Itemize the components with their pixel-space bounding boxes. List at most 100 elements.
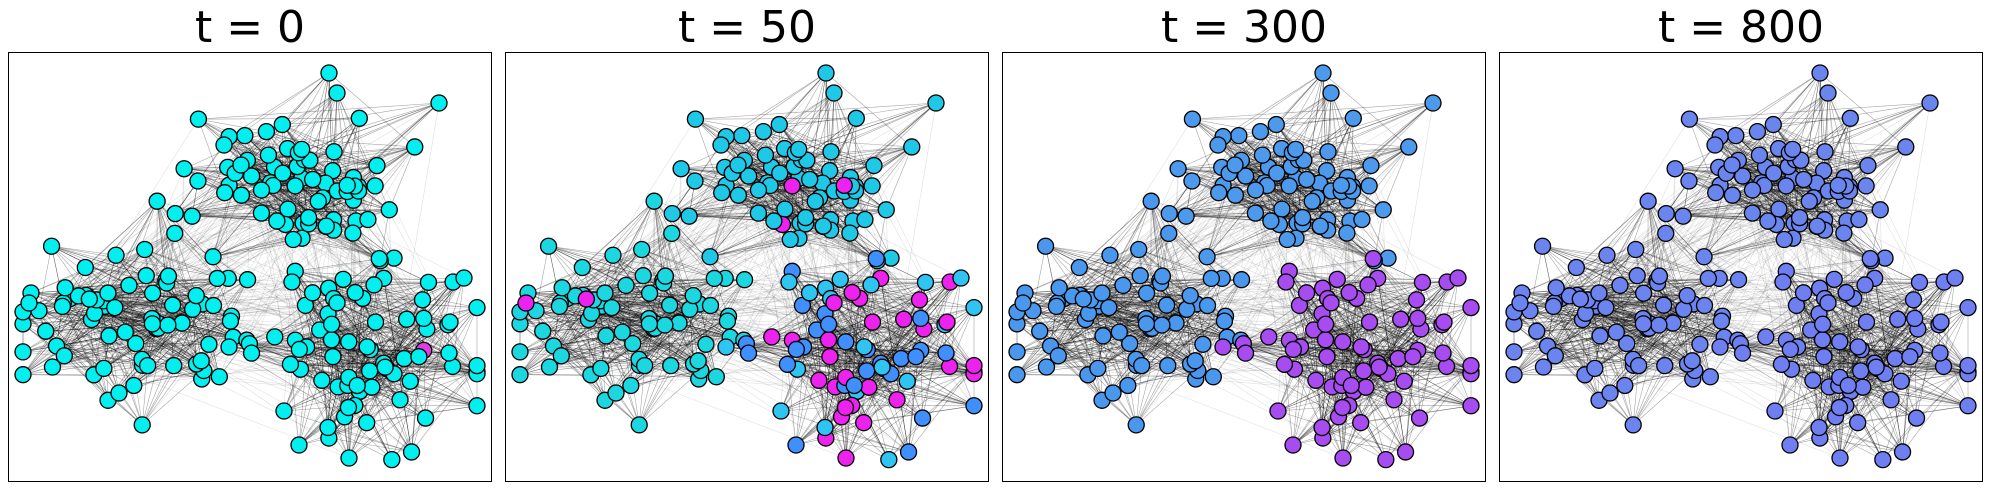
graph-edge — [825, 437, 909, 453]
graph-edge — [575, 295, 606, 401]
graph-edge — [833, 92, 873, 187]
graph-node — [319, 418, 337, 437]
graph-edge — [388, 209, 395, 374]
graph-edge — [638, 305, 711, 360]
graph-edge — [144, 220, 277, 250]
graph-edge — [792, 271, 975, 308]
graph-node — [268, 212, 286, 230]
graph-edge — [1271, 220, 1375, 262]
graph-node — [95, 359, 113, 378]
graph-edge — [133, 370, 204, 386]
graph-edge — [175, 213, 426, 419]
graph-edge — [192, 309, 202, 361]
graph-edge — [714, 278, 842, 418]
graph-edge — [141, 279, 248, 426]
graph-edge — [769, 185, 824, 227]
graph-edge — [859, 298, 864, 423]
graph-edge — [625, 102, 937, 286]
graph-edge — [560, 92, 835, 304]
graph-node — [806, 192, 824, 210]
graph-edge — [336, 302, 368, 348]
graph-edge — [327, 284, 375, 428]
graph-edge — [22, 343, 136, 375]
graph-edge — [665, 182, 768, 277]
graph-edge — [859, 298, 948, 323]
graph-node — [707, 368, 725, 386]
graph-edge — [328, 380, 411, 439]
graph-edge — [566, 298, 602, 369]
graph-edge — [65, 285, 130, 289]
graph-edge — [670, 279, 745, 366]
graph-node — [204, 248, 222, 266]
graph-node — [430, 94, 448, 112]
graph-edge — [213, 232, 354, 306]
graph-node — [819, 315, 838, 333]
graph-edge — [425, 281, 454, 419]
graph-node — [534, 322, 552, 340]
graph-node — [360, 362, 379, 380]
graph-node — [733, 126, 751, 145]
graph-edge — [167, 212, 262, 326]
graph-edge — [833, 302, 947, 354]
graph-edge — [146, 275, 193, 310]
graph-edge — [1087, 320, 1225, 376]
graph-node — [273, 115, 291, 134]
graph-node — [383, 450, 401, 469]
graph-edge — [107, 249, 145, 294]
graph-edge — [141, 365, 175, 426]
graph-edge — [173, 279, 248, 366]
graph-node — [729, 156, 747, 174]
graph-edge — [519, 298, 587, 375]
graph-edge — [327, 427, 412, 453]
graph-edge — [22, 298, 90, 375]
graph-edge — [1260, 131, 1372, 166]
graph-node — [880, 450, 898, 469]
graph-edge — [283, 410, 412, 453]
graph-edge — [249, 343, 386, 368]
graph-edge — [672, 213, 923, 419]
graph-edge — [809, 179, 975, 374]
graph-edge — [1022, 302, 1137, 366]
graph-node — [660, 296, 679, 314]
graph-node — [739, 167, 758, 185]
graph-node — [624, 334, 642, 353]
graph-edge — [1016, 374, 1214, 378]
graph-edge — [348, 186, 355, 342]
graph-edge — [925, 282, 975, 406]
graph-edge — [1127, 370, 1198, 386]
graph-edge — [561, 287, 826, 357]
graph-edge — [859, 298, 917, 357]
graph-edge — [758, 189, 831, 221]
graph-node — [739, 344, 758, 362]
graph-edge — [64, 179, 313, 357]
graph-edge — [859, 298, 920, 301]
graph-edge — [22, 374, 220, 378]
graph-edge — [824, 313, 921, 351]
graph-node — [857, 362, 876, 380]
graph-edge — [348, 365, 478, 459]
graph-node — [322, 315, 341, 333]
graph-edge — [829, 328, 924, 357]
graph-edge — [1127, 370, 1198, 386]
graph-edge — [247, 176, 252, 280]
graph-edge — [784, 208, 887, 211]
graph-edge — [94, 312, 202, 362]
graph-edge — [141, 324, 169, 425]
graph-edge — [535, 310, 744, 341]
graph-edge — [824, 405, 975, 428]
graph-edge — [638, 365, 672, 426]
graph-node — [346, 283, 364, 302]
graph-node — [965, 298, 983, 317]
graph-edge — [393, 102, 440, 374]
graph-node — [770, 115, 788, 134]
graph-edge — [399, 371, 478, 401]
graph-edge — [590, 233, 673, 375]
panel-0: t = 0 — [8, 0, 492, 490]
graph-edge — [709, 239, 791, 258]
graph-edge — [1322, 72, 1409, 148]
graph-edge — [527, 254, 614, 294]
graph-node — [927, 94, 945, 112]
graph-node — [781, 230, 799, 249]
graph-edge — [638, 279, 745, 426]
graph-edge — [1016, 298, 1084, 375]
